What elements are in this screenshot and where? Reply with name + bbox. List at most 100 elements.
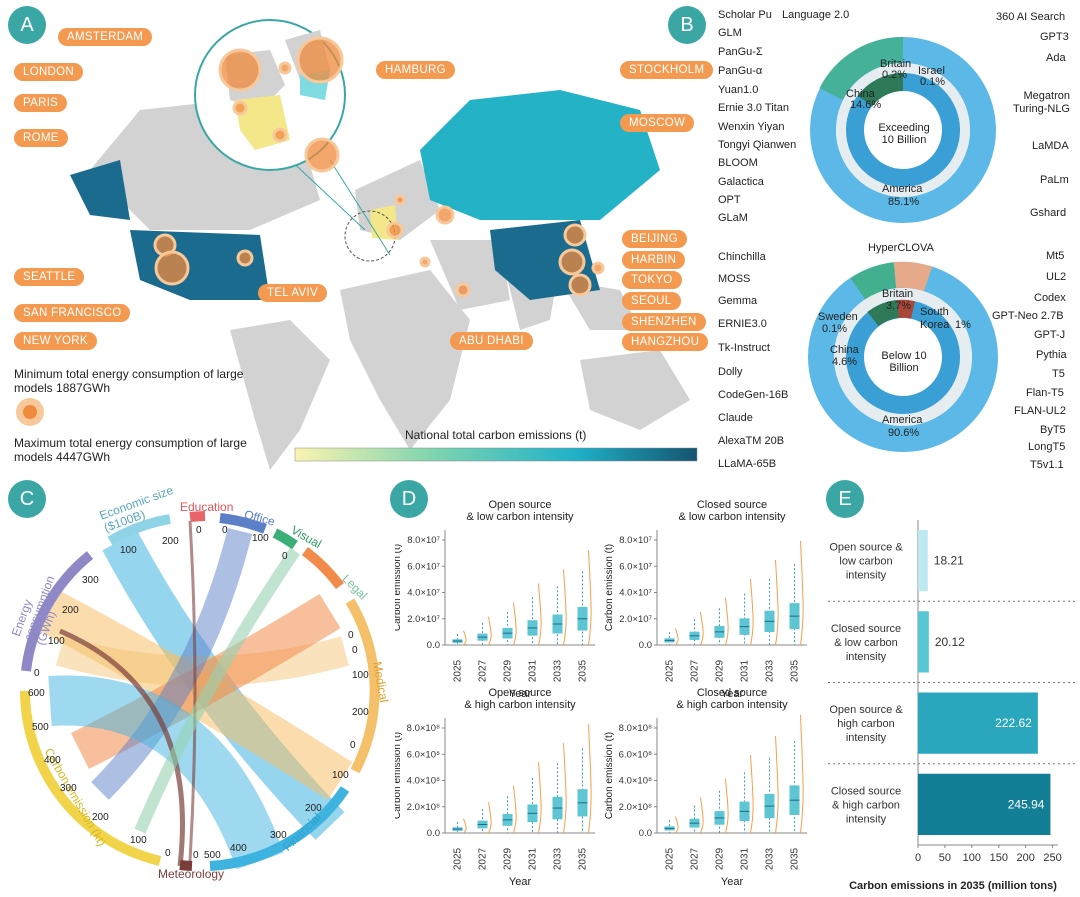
model-label: Mt5 xyxy=(1046,250,1065,262)
city-label: BEIJING xyxy=(622,230,687,248)
y-tick-label: 4.0×10⁸ xyxy=(619,776,652,787)
donut-bottom-region: China xyxy=(830,344,859,356)
model-label: HyperCLOVA xyxy=(868,242,934,254)
x-tick-label: 50 xyxy=(939,852,951,864)
subplot-title: Open source xyxy=(489,499,552,511)
city-label: STOCKHOLM xyxy=(620,61,714,79)
subplot-title: Closed source xyxy=(697,687,767,699)
colorbar-title: National total carbon emissions (t) xyxy=(405,428,587,442)
chord-tick: 100 xyxy=(252,533,269,544)
box-mark xyxy=(552,743,567,834)
bar xyxy=(918,611,929,673)
model-label: ERNIE3.0 xyxy=(718,318,767,330)
y-tick-label: 0.0 xyxy=(639,640,652,651)
x-axis-label: Year xyxy=(721,876,744,888)
x-tick-label: 2031 xyxy=(528,847,539,870)
city-label: SAN FRANCISCO xyxy=(14,304,131,322)
subplot-title: Closed source xyxy=(697,499,767,511)
donut-bottom-pct: 90.6% xyxy=(888,427,920,439)
box-mark xyxy=(577,724,592,834)
x-tick-label: 2027 xyxy=(478,847,489,870)
model-label: LLaMA-65B xyxy=(718,458,777,470)
y-axis-label: Carbon emission (t) xyxy=(604,732,615,819)
model-label: LaMDA xyxy=(1032,140,1069,152)
chord-tick: 100 xyxy=(332,770,349,781)
y-tick-label: 0.0 xyxy=(427,828,440,839)
box-mark xyxy=(552,569,567,646)
box-mark xyxy=(714,597,729,646)
model-label: LongT5 xyxy=(1028,441,1066,453)
y-tick-label: 6.0×10⁸ xyxy=(619,749,652,760)
y-axis-label: Carbon emission (t) xyxy=(604,544,615,631)
box-mark xyxy=(502,602,517,646)
x-tick-label: 2027 xyxy=(690,847,701,870)
x-tick-label: 2025 xyxy=(665,847,676,870)
subplot-title: & high carbon intensity xyxy=(676,699,788,711)
colorbar xyxy=(294,447,698,462)
model-label: OPT xyxy=(718,194,741,206)
panel-a-badge: A xyxy=(8,6,46,44)
box-mark xyxy=(789,714,804,834)
model-label: Gemma xyxy=(718,295,758,307)
x-tick-label: 2033 xyxy=(765,847,776,870)
bar-category-label: low carbon xyxy=(839,556,892,568)
model-label: GPT3 xyxy=(1040,31,1069,43)
city-label: TEL AVIV xyxy=(258,284,327,302)
bar-category-label: intensity xyxy=(846,651,887,663)
y-tick-label: 2.0×10⁸ xyxy=(619,802,652,813)
bar-category-label: Closed source xyxy=(831,623,901,635)
model-label: Ernie 3.0 Titan xyxy=(718,102,789,114)
donut-bottom-center: Below 10 Billion xyxy=(881,350,927,374)
model-label: T5 xyxy=(1052,368,1065,380)
x-tick-label: 100 xyxy=(963,852,981,864)
y-tick-label: 4.0×10⁷ xyxy=(619,588,652,599)
x-tick-label: 2027 xyxy=(478,659,489,682)
model-label: Chinchilla xyxy=(718,251,766,263)
model-label: GLaM xyxy=(718,212,748,224)
x-tick-label: 2035 xyxy=(790,847,801,870)
x-tick-label: 2031 xyxy=(740,659,751,682)
box-mark xyxy=(689,611,704,646)
model-label: BLOOM xyxy=(718,157,758,169)
chord-tick: 0 xyxy=(196,525,202,536)
model-label: T5v1.1 xyxy=(1030,459,1064,471)
chord-tick: 200 xyxy=(352,707,369,718)
donut-top-region: China xyxy=(846,88,875,100)
x-tick-label: 2035 xyxy=(578,659,589,682)
city-label: NEW YORK xyxy=(14,332,97,350)
donut-bottom xyxy=(808,261,998,452)
boxplot-panel: Open source & low carbon intensity 0.0 2.0×… xyxy=(395,499,807,888)
donut-top-region: Israel xyxy=(918,65,945,77)
chord-tick: 0 xyxy=(282,551,288,562)
donut-top-pct: 85.1% xyxy=(888,196,920,208)
box-mark xyxy=(764,559,779,646)
donut-bottom-pct: 3.7% xyxy=(886,300,912,312)
x-tick-label: 2033 xyxy=(553,659,564,682)
chord-tick: 300 xyxy=(270,830,287,841)
x-axis-label: Year xyxy=(509,688,532,700)
chord-tick: 400 xyxy=(44,755,61,766)
bar-value-label: 20.12 xyxy=(935,635,965,649)
donut-bottom-pct: 4.6% xyxy=(832,356,858,368)
alaska-region xyxy=(70,160,130,220)
donut-top xyxy=(810,36,996,223)
chord-diagram xyxy=(20,511,380,871)
x-tick-label: 2025 xyxy=(453,659,464,682)
y-tick-label: 0.0 xyxy=(639,828,652,839)
y-tick-label: 2.0×10⁷ xyxy=(619,614,652,625)
box-mark xyxy=(664,816,679,834)
bar xyxy=(918,530,928,592)
city-label: PARIS xyxy=(14,94,68,112)
chord-tick: 500 xyxy=(32,722,49,733)
donut-top-pct: 0.2% xyxy=(882,69,908,81)
y-tick-label: 2.0×10⁸ xyxy=(407,802,440,813)
subplot-title: & low carbon intensity xyxy=(679,511,786,523)
south-america xyxy=(230,320,330,470)
x-axis-label: Year xyxy=(721,688,744,700)
chord-tick: 100 xyxy=(120,545,137,556)
x-tick-label: 2029 xyxy=(503,659,514,682)
city-label: SEATTLE xyxy=(14,268,85,286)
x-tick-label: 150 xyxy=(990,852,1008,864)
chord-tick: 600 xyxy=(28,688,45,699)
y-tick-label: 6.0×10⁸ xyxy=(407,749,440,760)
